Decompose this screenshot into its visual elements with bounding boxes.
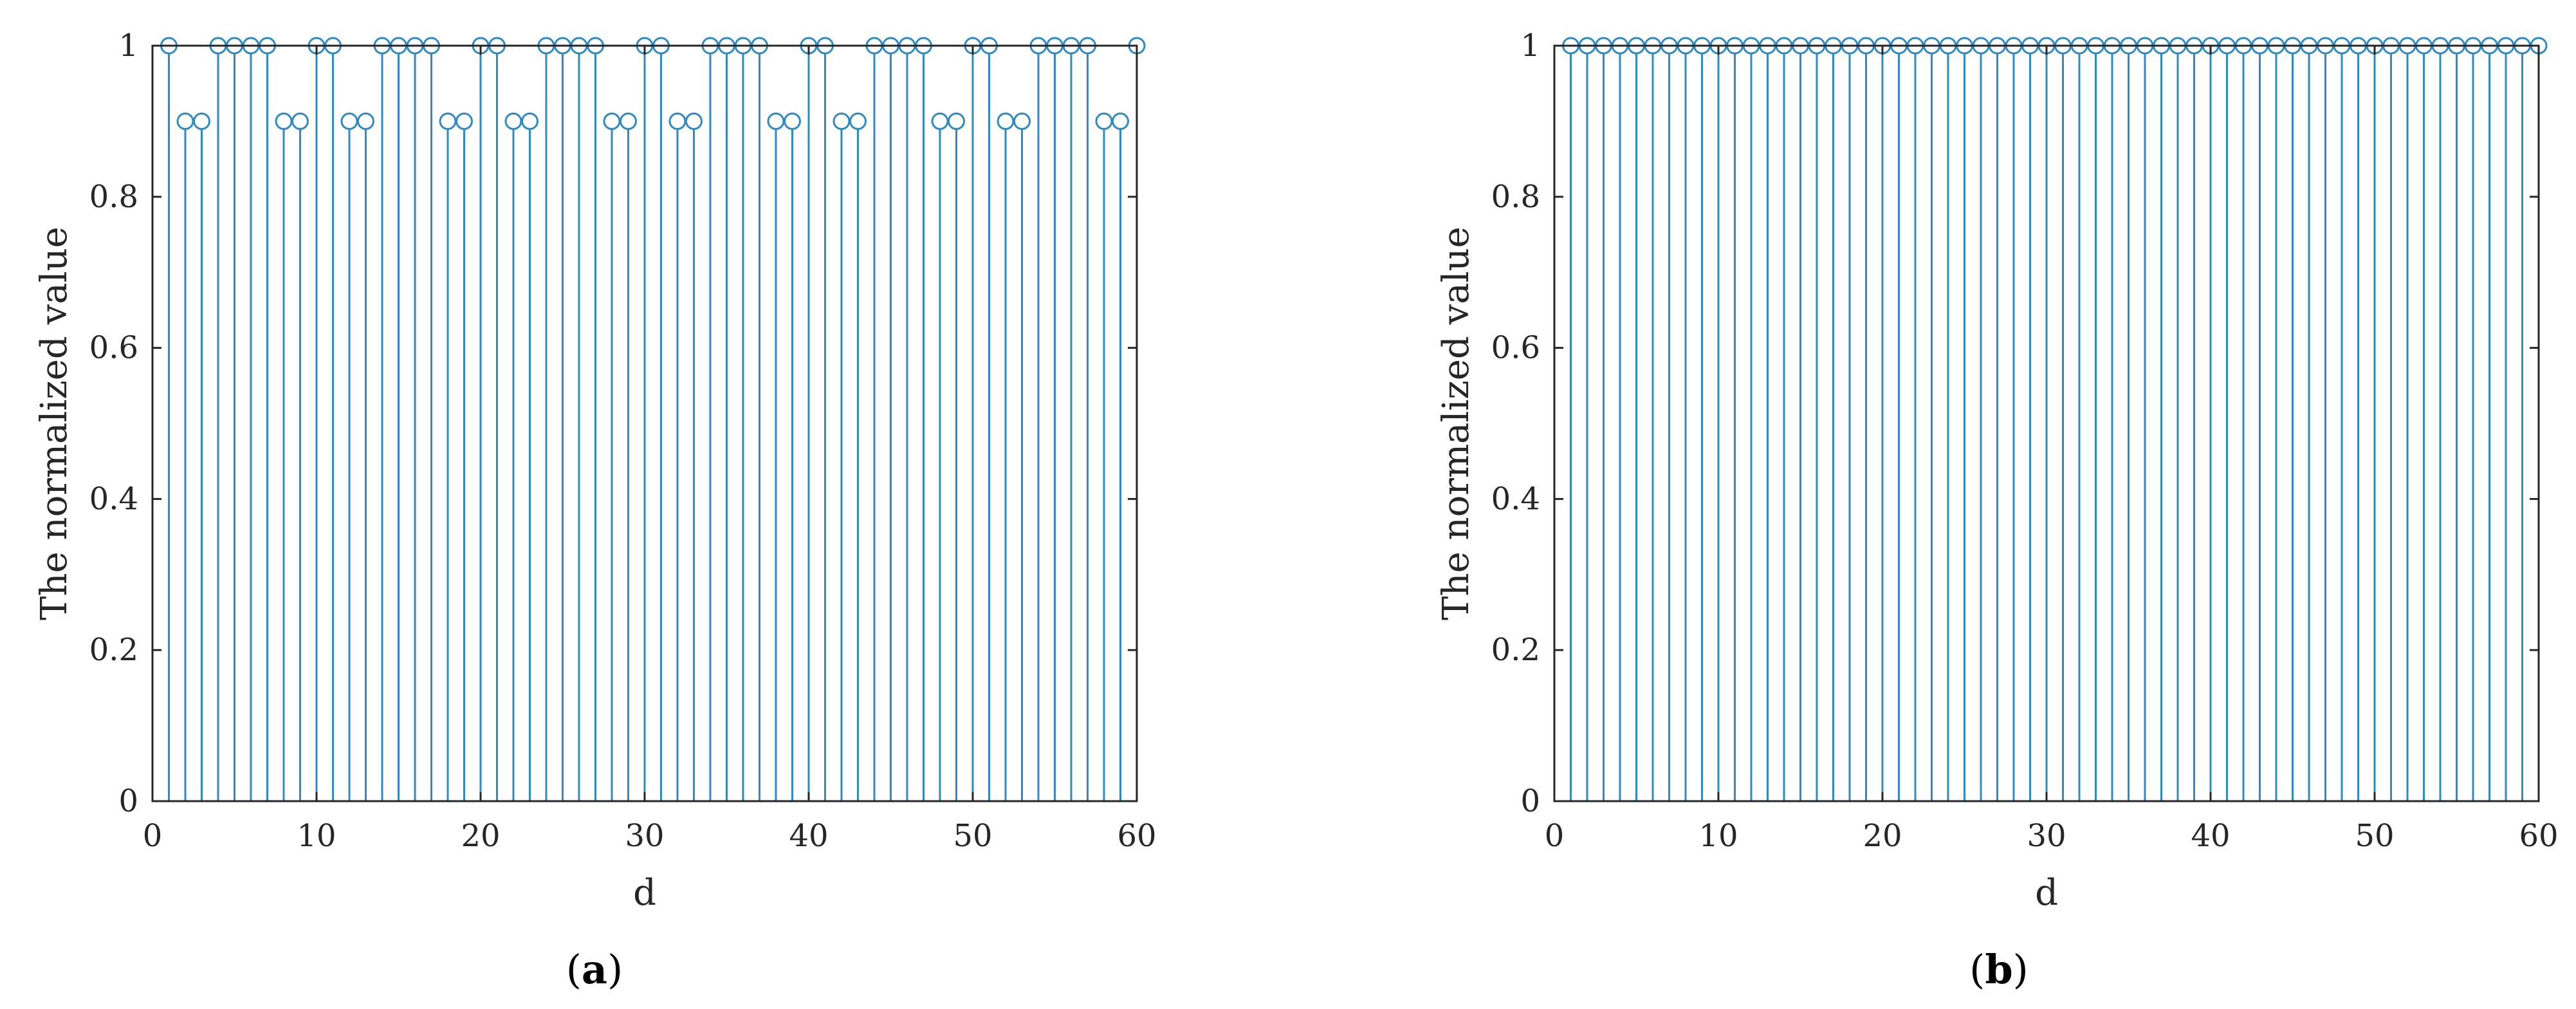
caption-close-paren-a: )	[607, 946, 623, 993]
x-tick-label: 30	[2027, 818, 2066, 854]
xticks-b: 0 10 20 30 40 50 60	[1545, 46, 2559, 854]
stem-marker	[439, 112, 457, 130]
y-tick-label: 0.2	[89, 632, 138, 668]
y-tick-label: 0.4	[1491, 481, 1540, 517]
stem-marker	[603, 112, 621, 130]
xticks-a: 0 10 20 30 40 50 60	[143, 46, 1157, 854]
y-tick-label: 0.6	[1491, 330, 1540, 366]
stems-a	[160, 37, 1146, 801]
x-tick-label: 50	[953, 818, 992, 854]
chart-panel-b: 0 10 20 30 40 50 60 0 0.2 0.4 0.6 0.8 1 d The norma…	[1435, 28, 2559, 993]
y-tick-label: 0	[118, 783, 138, 819]
caption-open-paren-a: (	[566, 946, 582, 993]
y-axis-label-a: The normalized value	[33, 227, 75, 620]
yticks-a: 0 0.2 0.4 0.6 0.8 1	[89, 28, 1137, 819]
stem-marker	[767, 112, 785, 130]
y-axis-label-b: The normalized value	[1435, 227, 1477, 620]
x-axis-label-a: d	[633, 872, 656, 914]
stem-marker	[504, 112, 522, 130]
y-tick-label: 1	[1520, 28, 1540, 64]
stem-marker	[997, 112, 1015, 130]
stem-marker	[1095, 112, 1113, 130]
stem-marker	[1112, 112, 1129, 130]
y-tick-label: 0.4	[89, 481, 138, 517]
yticks-b: 0 0.2 0.4 0.6 0.8 1	[1491, 28, 2539, 819]
stem-marker	[357, 112, 374, 130]
y-tick-label: 1	[118, 28, 138, 64]
stem-marker	[849, 112, 867, 130]
x-tick-label: 40	[2191, 818, 2230, 854]
caption-letter-a: a	[582, 946, 607, 993]
x-tick-label: 0	[143, 818, 163, 854]
x-tick-label: 10	[297, 818, 336, 854]
x-tick-label: 0	[1545, 818, 1565, 854]
x-tick-label: 20	[461, 818, 500, 854]
stem-marker	[620, 112, 637, 130]
y-tick-label: 0.8	[1491, 179, 1540, 215]
y-tick-label: 0.6	[89, 330, 138, 366]
x-tick-label: 10	[1698, 818, 1738, 854]
stem-marker	[176, 112, 194, 130]
panel-caption-b: (b)	[1969, 946, 2029, 993]
x-tick-label: 50	[2355, 818, 2394, 854]
stem-marker	[340, 112, 358, 130]
x-tick-label: 30	[625, 818, 664, 854]
x-tick-label: 60	[2519, 818, 2558, 854]
y-tick-label: 0.2	[1491, 632, 1540, 668]
caption-open-paren-b: (	[1969, 946, 1985, 993]
chart-panel-a: 0 10 20 30 40 50 60 0 0.2 0.4 0.6 0.8 1 d The norma…	[33, 28, 1157, 993]
stem-marker	[193, 112, 210, 130]
stem-marker	[275, 112, 293, 130]
stem-marker	[455, 112, 473, 130]
caption-letter-b: b	[1985, 946, 2012, 993]
caption-close-paren-b: )	[2013, 946, 2029, 993]
y-tick-label: 0	[1520, 783, 1540, 819]
x-tick-label: 60	[1117, 818, 1156, 854]
stem-marker	[668, 112, 686, 130]
x-tick-label: 20	[1863, 818, 1902, 854]
stem-marker	[291, 112, 309, 130]
stems-b	[1562, 37, 2548, 801]
x-tick-label: 40	[789, 818, 828, 854]
stem-marker	[833, 112, 851, 130]
stem-marker	[931, 112, 949, 130]
stem-marker	[948, 112, 965, 130]
stem-marker	[1013, 112, 1031, 130]
stem-marker	[784, 112, 801, 130]
stem-marker	[685, 112, 703, 130]
panel-caption-a: (a)	[566, 946, 623, 993]
stem-marker	[521, 112, 538, 130]
y-tick-label: 0.8	[89, 179, 138, 215]
x-axis-label-b: d	[2035, 872, 2058, 914]
